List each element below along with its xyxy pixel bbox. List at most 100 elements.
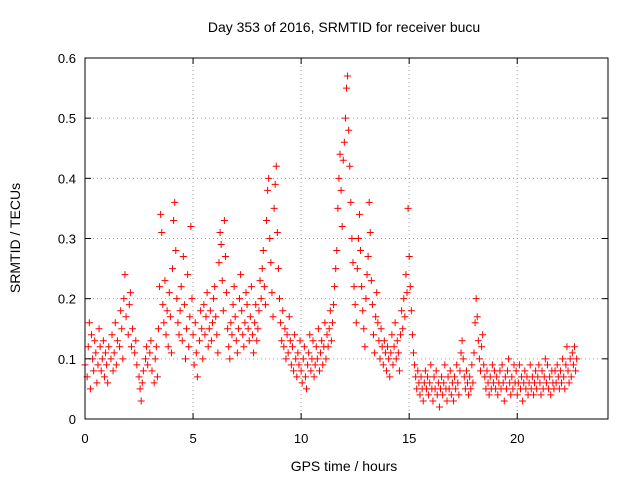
data-point bbox=[213, 331, 221, 339]
y-tick-label: 0.6 bbox=[58, 51, 76, 66]
y-axis-label: SRMTID / TECUs bbox=[7, 183, 23, 293]
data-point bbox=[246, 313, 254, 321]
data-point bbox=[399, 325, 407, 333]
data-point bbox=[474, 337, 482, 345]
data-point bbox=[355, 210, 363, 218]
data-point bbox=[458, 337, 466, 345]
data-point bbox=[135, 373, 143, 381]
data-point bbox=[225, 343, 233, 351]
data-point bbox=[483, 367, 491, 375]
data-point bbox=[439, 391, 447, 399]
data-point bbox=[364, 253, 372, 261]
data-point bbox=[303, 385, 311, 393]
data-point bbox=[409, 349, 417, 357]
data-point bbox=[188, 295, 196, 303]
data-point bbox=[466, 373, 474, 381]
data-point bbox=[347, 198, 355, 206]
data-point bbox=[441, 361, 449, 369]
data-point bbox=[93, 379, 101, 387]
data-point bbox=[325, 325, 333, 333]
data-point bbox=[157, 210, 165, 218]
data-point bbox=[310, 373, 318, 381]
data-point bbox=[389, 361, 397, 369]
data-point bbox=[453, 361, 461, 369]
data-point bbox=[400, 295, 408, 303]
data-point bbox=[180, 301, 188, 309]
data-point bbox=[196, 337, 204, 345]
data-point bbox=[572, 367, 580, 375]
data-point bbox=[309, 337, 317, 345]
data-point bbox=[218, 277, 226, 285]
data-point bbox=[152, 343, 160, 351]
data-point bbox=[124, 331, 132, 339]
data-point bbox=[573, 355, 581, 363]
data-point bbox=[98, 355, 106, 363]
data-point bbox=[161, 277, 169, 285]
data-point bbox=[279, 307, 287, 315]
data-point bbox=[277, 319, 285, 327]
data-point bbox=[432, 367, 440, 375]
data-point bbox=[209, 319, 217, 327]
data-point bbox=[256, 277, 264, 285]
data-point bbox=[253, 337, 261, 345]
data-point bbox=[162, 331, 170, 339]
data-point bbox=[189, 331, 197, 339]
data-point bbox=[402, 271, 410, 279]
data-point bbox=[219, 307, 227, 315]
data-point bbox=[160, 319, 168, 327]
data-point bbox=[143, 343, 151, 351]
data-point bbox=[480, 361, 488, 369]
data-point bbox=[268, 289, 276, 297]
data-point bbox=[371, 349, 379, 357]
data-point bbox=[258, 265, 266, 273]
data-point bbox=[269, 313, 277, 321]
data-point bbox=[229, 301, 237, 309]
data-point bbox=[500, 397, 508, 405]
data-point bbox=[245, 337, 253, 345]
data-point bbox=[272, 162, 280, 170]
data-point bbox=[536, 379, 544, 387]
data-point bbox=[447, 391, 455, 399]
data-point bbox=[330, 301, 338, 309]
data-point bbox=[228, 331, 236, 339]
data-point bbox=[398, 307, 406, 315]
data-point bbox=[283, 331, 291, 339]
data-point bbox=[322, 355, 330, 363]
data-point bbox=[259, 247, 267, 255]
data-point bbox=[565, 379, 573, 387]
y-tick-label: 0.3 bbox=[58, 232, 76, 247]
data-point bbox=[299, 355, 307, 363]
data-point bbox=[455, 391, 463, 399]
data-point bbox=[278, 337, 286, 345]
data-point bbox=[341, 114, 349, 122]
data-point bbox=[430, 373, 438, 381]
data-point bbox=[370, 331, 378, 339]
data-point bbox=[271, 180, 279, 188]
data-point bbox=[193, 373, 201, 381]
data-point bbox=[319, 361, 327, 369]
data-point bbox=[108, 331, 116, 339]
data-point bbox=[131, 349, 139, 357]
data-point bbox=[185, 343, 193, 351]
data-point bbox=[546, 373, 554, 381]
y-tick-label: 0.2 bbox=[58, 292, 76, 307]
data-point bbox=[444, 373, 452, 381]
data-point bbox=[85, 319, 93, 327]
data-point bbox=[416, 391, 424, 399]
data-point bbox=[521, 367, 529, 375]
data-point bbox=[97, 367, 105, 375]
x-tick-label: 15 bbox=[402, 431, 416, 446]
data-point bbox=[204, 343, 212, 351]
data-point bbox=[125, 301, 133, 309]
data-point bbox=[311, 361, 319, 369]
data-point bbox=[116, 343, 124, 351]
data-point bbox=[473, 313, 481, 321]
data-point bbox=[163, 307, 171, 315]
data-point bbox=[443, 397, 451, 405]
data-point bbox=[462, 367, 470, 375]
data-point bbox=[191, 319, 199, 327]
data-point bbox=[295, 361, 303, 369]
data-point bbox=[368, 301, 376, 309]
data-point bbox=[359, 307, 367, 315]
data-point bbox=[366, 228, 374, 236]
